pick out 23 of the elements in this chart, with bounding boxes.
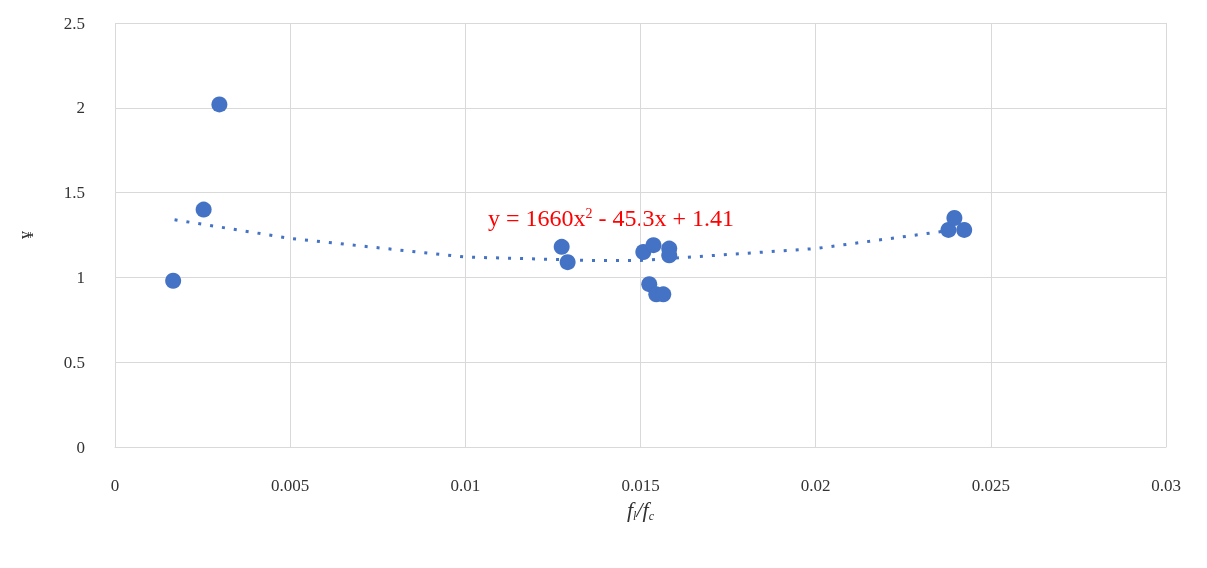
x-tick-label: 0.015 (621, 476, 660, 495)
y-tick-label: 0.5 (63, 352, 85, 372)
x-tick-label: 0.02 (800, 476, 831, 495)
x-tick-label: 0.025 (971, 476, 1010, 495)
point (645, 237, 662, 254)
x-tick-label: 0.01 (450, 476, 481, 495)
point (211, 96, 228, 113)
x-tick-label: 0 (110, 476, 120, 495)
point (165, 272, 182, 289)
y-tick-label: 2.5 (63, 13, 85, 33)
y-tick-label: 1.5 (63, 183, 85, 203)
point (553, 238, 570, 255)
y-tick-label: 1 (76, 267, 85, 287)
point (559, 254, 576, 271)
point (946, 210, 963, 227)
y-tick-label: 2 (76, 98, 85, 118)
point (195, 201, 212, 218)
x-tick-label: 0.005 (271, 476, 310, 495)
x-tick-label: 0.03 (1151, 476, 1181, 495)
point (956, 221, 973, 238)
point (940, 221, 957, 238)
y-tick-label: 0 (76, 437, 85, 457)
y-axis-title: ¥ (18, 231, 36, 239)
